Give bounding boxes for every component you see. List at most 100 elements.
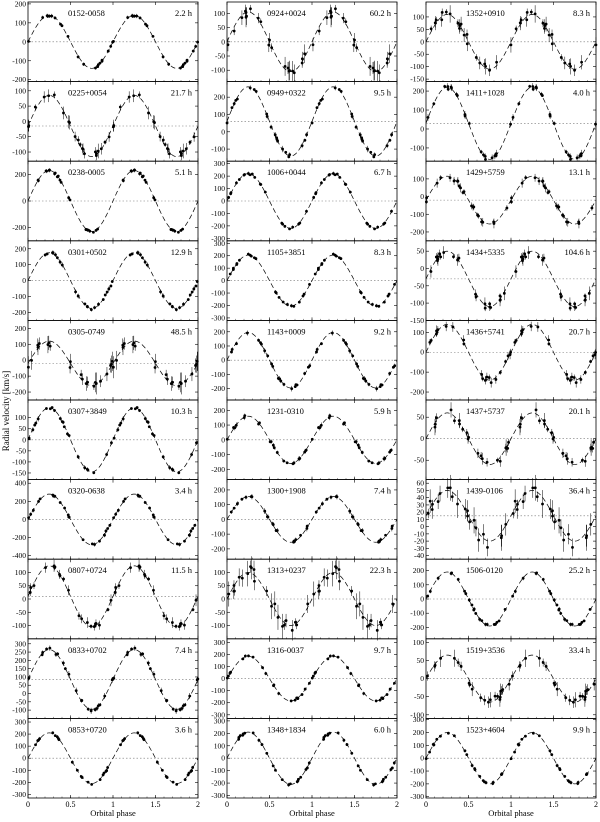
y-tick-label: -10: [414, 529, 424, 538]
rv-data-point: [138, 734, 142, 738]
rv-data-point: [121, 417, 125, 421]
rv-data-point: [344, 20, 348, 24]
rv-data-point: [448, 176, 452, 180]
y-tick-label: -300: [12, 790, 26, 799]
rv-data-point: [378, 620, 382, 624]
rv-data-point: [107, 135, 111, 139]
rv-data-point: [106, 49, 110, 53]
rv-data-point: [48, 14, 51, 18]
rv-data-point: [373, 153, 377, 157]
rv-data-point: [537, 179, 541, 183]
rv-data-point: [431, 502, 434, 506]
rv-data-point: [514, 339, 518, 342]
rv-data-point: [524, 656, 528, 660]
rv-data-point: [533, 176, 537, 180]
rv-data-point: [552, 435, 556, 439]
rv-data-point: [577, 623, 581, 626]
rv-data-point: [350, 589, 354, 593]
rv-data-point: [555, 603, 559, 607]
rv-data-point: [537, 656, 541, 660]
y-tick-label: -100: [12, 56, 26, 65]
rv-data-point: [337, 88, 341, 91]
rv-data-point: [105, 290, 109, 294]
rv-panel: 300 200 100 0 -100 -200 -300 1006+0044 6.7 h: [211, 159, 398, 243]
rv-data-point: [126, 16, 130, 19]
rv-data-point: [304, 449, 308, 453]
rv-data-point: [273, 133, 277, 137]
rv-data-point: [580, 620, 584, 624]
rv-data-point: [384, 533, 387, 537]
rv-data-point: [306, 602, 310, 606]
rv-data-point: [51, 731, 55, 735]
rv-data-point: [38, 497, 42, 501]
rv-data-point: [123, 497, 127, 501]
rv-data-point: [500, 534, 504, 538]
rv-data-point: [566, 220, 570, 224]
rv-data-point: [513, 590, 517, 593]
rv-data-point: [184, 379, 187, 383]
rv-data-point: [569, 157, 572, 161]
rv-data-point: [331, 172, 335, 175]
rv-data-point: [230, 106, 234, 110]
rv-data-point: [551, 509, 554, 513]
rv-data-point: [474, 56, 478, 59]
y-tick-label: 100: [413, 638, 425, 647]
rv-data-point: [232, 29, 236, 33]
rv-data-point: [130, 252, 134, 256]
rv-data-point: [178, 306, 181, 310]
panel-object-name: 0320-0638: [68, 486, 105, 496]
rv-data-point: [168, 152, 171, 156]
rv-panel: 300 200 100 0 -100 -200 -300 1348+1834 6.0 h: [211, 716, 398, 800]
rv-data-point: [426, 512, 430, 515]
panel-object-name: 1352+0910: [466, 8, 505, 18]
rv-data-point: [510, 196, 513, 200]
panel-object-name: 1313+0237: [267, 565, 306, 575]
rv-data-point: [320, 262, 324, 265]
rv-data-point: [392, 761, 396, 765]
panel-period: 20.1 h: [569, 406, 591, 416]
rv-data-point: [83, 302, 87, 306]
rv-data-point: [96, 149, 100, 153]
rv-data-point: [292, 71, 296, 75]
panel-period: 21.7 h: [171, 88, 193, 98]
rv-data-point: [265, 589, 269, 593]
rv-data-point: [429, 27, 433, 31]
rv-data-point: [303, 52, 307, 56]
rv-data-point: [486, 545, 489, 549]
rv-data-point: [535, 495, 539, 499]
rv-data-point: [165, 776, 169, 779]
rv-panel: 400 200 0 -200 -400 0320-0638 3.4 h: [12, 479, 199, 560]
rv-data-point: [326, 732, 330, 736]
rv-data-point: [136, 251, 139, 255]
rv-data-point: [542, 419, 546, 422]
rv-data-point: [226, 43, 230, 47]
rv-data-point: [296, 779, 300, 783]
rv-data-point: [484, 65, 487, 68]
rv-data-point: [541, 502, 544, 506]
rv-data-point: [568, 698, 572, 702]
rv-data-point: [356, 764, 360, 768]
rv-data-point: [476, 451, 480, 455]
rv-data-point: [338, 256, 341, 260]
y-tick-label: -50: [16, 446, 26, 455]
y-tick-label: -100: [410, 368, 424, 377]
rv-data-point: [53, 172, 57, 176]
y-tick-label: 0: [221, 595, 225, 604]
rv-data-point: [465, 33, 469, 36]
rv-panel: 300 200 100 0 -100 -200 -300 1105+3851 8.3 h: [211, 239, 398, 322]
rv-data-point: [30, 358, 33, 362]
rv-data-point: [377, 304, 381, 308]
rv-data-point: [371, 66, 375, 70]
rv-data-point: [106, 766, 110, 769]
rv-data-point: [381, 779, 385, 783]
rv-data-point: [382, 300, 386, 304]
rv-data-point: [365, 778, 369, 782]
panel-object-name: 0225+0054: [68, 88, 108, 98]
rv-data-point: [515, 508, 519, 511]
rv-data-point: [432, 102, 436, 106]
rv-data-point: [565, 373, 569, 376]
rv-data-point: [352, 43, 356, 47]
panel-object-name: 0924+0024: [267, 8, 307, 18]
rv-data-point: [289, 699, 293, 703]
rv-data-point: [537, 734, 541, 738]
